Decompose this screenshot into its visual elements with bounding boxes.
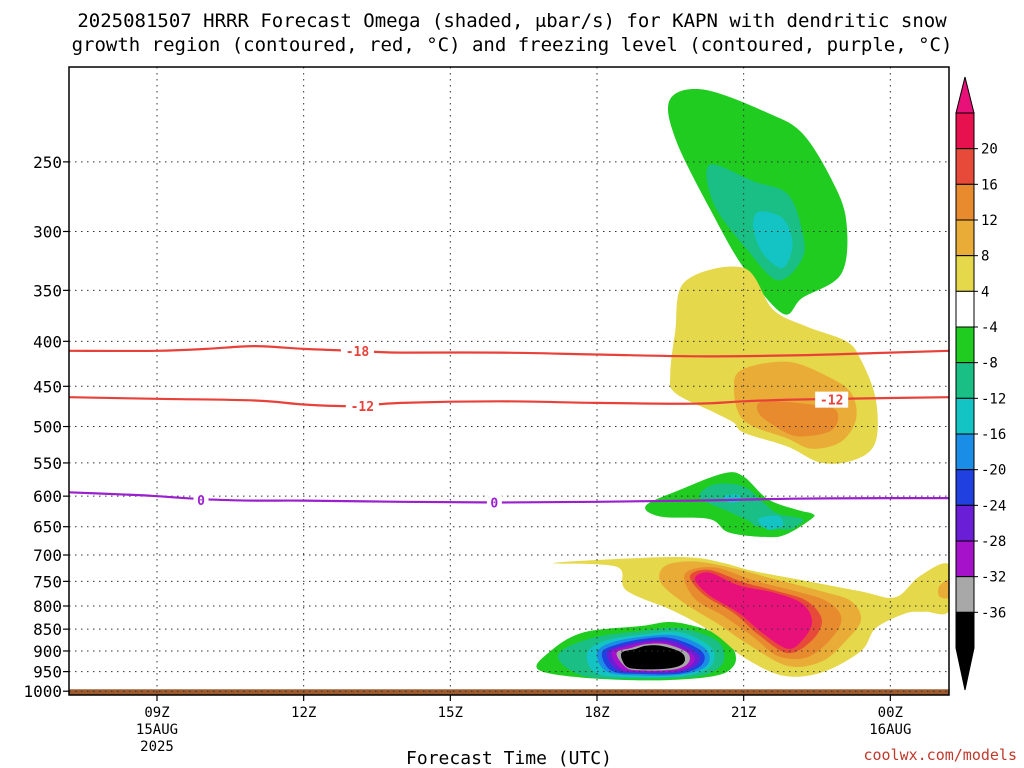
- contour-line-0: [69, 491, 949, 504]
- colorbar-label-5: -4: [981, 320, 998, 336]
- grid: [69, 67, 949, 695]
- colorbar-swatch-0: [955, 112, 975, 150]
- omega-region--36-0: [620, 645, 685, 670]
- y-tick-label-350: 350: [33, 281, 62, 300]
- x-tick-label-9-1: 15AUG: [136, 722, 178, 738]
- y-tick-label-900: 900: [33, 642, 62, 661]
- omega-level--36: [620, 645, 685, 670]
- plot-area: -18 -12 -12 0 0: [68, 66, 950, 696]
- omega-region--12-0: [753, 211, 793, 269]
- contour-label-bg-4: [486, 494, 502, 511]
- colorbar: 20 16 12 8 4 -4 -8 -12 -16 -20 -24 -28 -32 -36: [955, 76, 1006, 691]
- y-tick-label-1000: 1000: [23, 682, 62, 701]
- x-tick-label-24-0: 00Z: [878, 705, 903, 721]
- chart-title-line1: 2025081507 HRRR Forecast Omega (shaded, …: [77, 10, 947, 32]
- chart-title-line2: growth region (contoured, red, °C) and f…: [72, 34, 953, 56]
- x-tick-label-9-0: 09Z: [144, 705, 169, 721]
- contour-label-bg-2: [815, 391, 849, 408]
- y-tick-label-750: 750: [33, 572, 62, 591]
- x-tick-label-24-1: 16AUG: [869, 722, 911, 738]
- colorbar-swatch-12: [955, 540, 975, 578]
- colorbar-label-12: -32: [981, 570, 1006, 586]
- colorbar-swatch-1: [955, 148, 975, 185]
- contour-label-2: -12: [820, 394, 843, 409]
- contour-label-4: 0: [490, 496, 498, 511]
- y-tick-label-600: 600: [33, 487, 62, 506]
- contour-label-1: -12: [351, 400, 374, 415]
- contour-label-bg-1: [345, 398, 379, 415]
- contour-label-3: 0: [197, 494, 205, 509]
- colorbar-top-arrow: [955, 76, 975, 114]
- colorbar-swatch-6: [955, 326, 975, 364]
- x-tick-label-9-2: 2025: [140, 739, 174, 755]
- colorbar-label-7: -12: [981, 391, 1006, 407]
- x-tick-label-18-0: 18Z: [584, 705, 609, 721]
- colorbar-label-0: 20: [981, 142, 998, 158]
- colorbar-label-10: -24: [981, 498, 1006, 514]
- colorbar-swatch-5: [955, 290, 975, 328]
- contour-line--18: [69, 344, 949, 358]
- colorbar-label-1: 16: [981, 177, 998, 193]
- colorbar-swatch-9: [955, 433, 975, 471]
- colorbar-swatch-10: [955, 469, 975, 506]
- colorbar-swatch-7: [955, 362, 975, 399]
- omega-region--12-2: [758, 515, 784, 530]
- surface-terrain: [69, 689, 949, 695]
- x-tick-label-15-0: 15Z: [438, 705, 463, 721]
- y-tick-label-550: 550: [33, 454, 62, 473]
- omega-region-12-0: [756, 400, 839, 437]
- colorbar-swatch-11: [955, 504, 975, 542]
- y-tick-label-500: 500: [33, 418, 62, 437]
- plot-frame: [68, 66, 950, 696]
- y-tick-label-950: 950: [33, 663, 62, 682]
- y-tick-label-800: 800: [33, 597, 62, 616]
- y-tick-label-700: 700: [33, 546, 62, 565]
- x-tick-label-12-0: 12Z: [291, 705, 316, 721]
- colorbar-swatch-4: [955, 255, 975, 292]
- colorbar-label-11: -28: [981, 534, 1006, 550]
- contour-line--12: [69, 396, 949, 408]
- y-tick-label-850: 850: [33, 620, 62, 639]
- colorbar-label-3: 8: [981, 249, 989, 265]
- y-tick-label-450: 450: [33, 377, 62, 396]
- temperature-contours: -18 -12 -12 0 0: [69, 342, 949, 511]
- contour-label-bg-0: [340, 342, 374, 359]
- y-tick-label-650: 650: [33, 518, 62, 537]
- colorbar-swatch-2: [955, 183, 975, 221]
- y-axis: 250 300 350 400 450 500 550 600 650 700 750 800 850 9…: [23, 153, 69, 701]
- y-tick-label-250: 250: [33, 153, 62, 172]
- colorbar-swatch-14: [955, 611, 975, 649]
- colorbar-label-13: -36: [981, 605, 1006, 621]
- colorbar-label-9: -20: [981, 463, 1006, 479]
- colorbar-label-2: 12: [981, 213, 998, 229]
- colorbar-label-4: 4: [981, 284, 989, 300]
- colorbar-bottom-arrow: [955, 647, 975, 691]
- contour-label-bg-3: [193, 491, 209, 508]
- colorbar-swatch-3: [955, 219, 975, 257]
- omega-region-20-0: [694, 572, 813, 649]
- omega-level-20: [694, 572, 813, 649]
- y-tick-label-300: 300: [33, 222, 62, 241]
- colorbar-label-8: -16: [981, 427, 1006, 443]
- x-axis-label: Forecast Time (UTC): [406, 748, 612, 768]
- colorbar-label-6: -8: [981, 356, 998, 372]
- x-tick-label-21-0: 21Z: [731, 705, 756, 721]
- omega-region-8-2: [938, 579, 949, 599]
- y-tick-label-400: 400: [33, 332, 62, 351]
- omega-shading: [69, 89, 949, 695]
- colorbar-swatch-13: [955, 576, 975, 613]
- colorbar-swatch-8: [955, 397, 975, 435]
- contour-label-0: -18: [346, 345, 370, 360]
- credit-text: coolwx.com/models: [863, 746, 1017, 764]
